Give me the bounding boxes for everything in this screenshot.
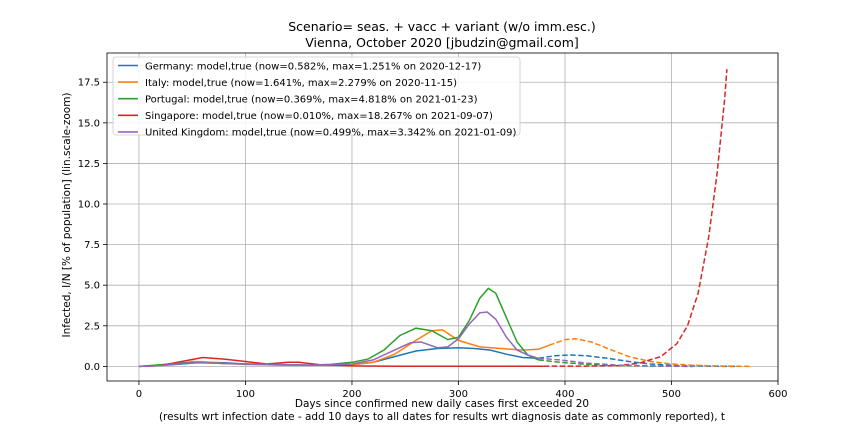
y-tick-label: 7.5 [84,240,100,251]
x-tick-label: 500 [662,389,681,400]
y-tick-label: 10.0 [78,200,100,211]
legend-entry-label: Portugal: model,true (now=0.369%, max=4.… [145,95,478,106]
y-tick-label: 5.0 [84,281,100,292]
legend-entry-label: Germany: model,true (now=0.582%, max=1.2… [145,61,481,72]
x-tick-label: 400 [555,389,574,400]
y-tick-label: 2.5 [84,321,100,332]
legend-entry-label: United Kingdom: model,true (now=0.499%, … [145,128,516,139]
x-tick-label: 300 [449,389,468,400]
legend-entry-label: Singapore: model,true (now=0.010%, max=1… [145,111,493,122]
y-tick-label: 17.5 [78,78,100,89]
series-line-model [538,357,693,368]
chart-title-line2: Vienna, October 2020 [jbudzin@gmail.com] [305,35,579,50]
chart-title-line1: Scenario= seas. + vacc + variant (w/o im… [288,19,596,34]
series-line-true [138,311,539,368]
x-axis-label-line1: Days since confirmed new daily cases fir… [295,398,589,410]
y-axis-label: Infected, I/N [% of population] (lin.sca… [61,92,73,337]
series-line-true [138,356,544,368]
x-tick-label: 0 [136,389,142,400]
data-lines [138,69,752,368]
x-tick-label: 200 [342,389,361,400]
x-tick-label: 100 [236,389,255,400]
y-tick-label: 12.5 [78,159,100,170]
series-line-model [543,69,728,367]
y-tick-label: 0.0 [84,362,100,373]
y-tick-label: 15.0 [78,118,100,129]
legend: Germany: model,true (now=0.582%, max=1.2… [112,56,521,139]
plot-frame [106,52,779,382]
axes: 0 100 200 300 400 500 600 0.0 2.5 5.0 7.5 10.0 12.5 1… [78,78,788,400]
series-line-true [138,329,550,368]
x-axis-label-line2: (results wrt infection date - add 10 day… [159,411,725,423]
legend-box [112,56,521,136]
legend-entry-label: Italy: model,true (now=1.641%, max=2.279… [145,78,457,89]
series-line-model [548,338,752,368]
x-tick-label: 600 [768,389,787,400]
